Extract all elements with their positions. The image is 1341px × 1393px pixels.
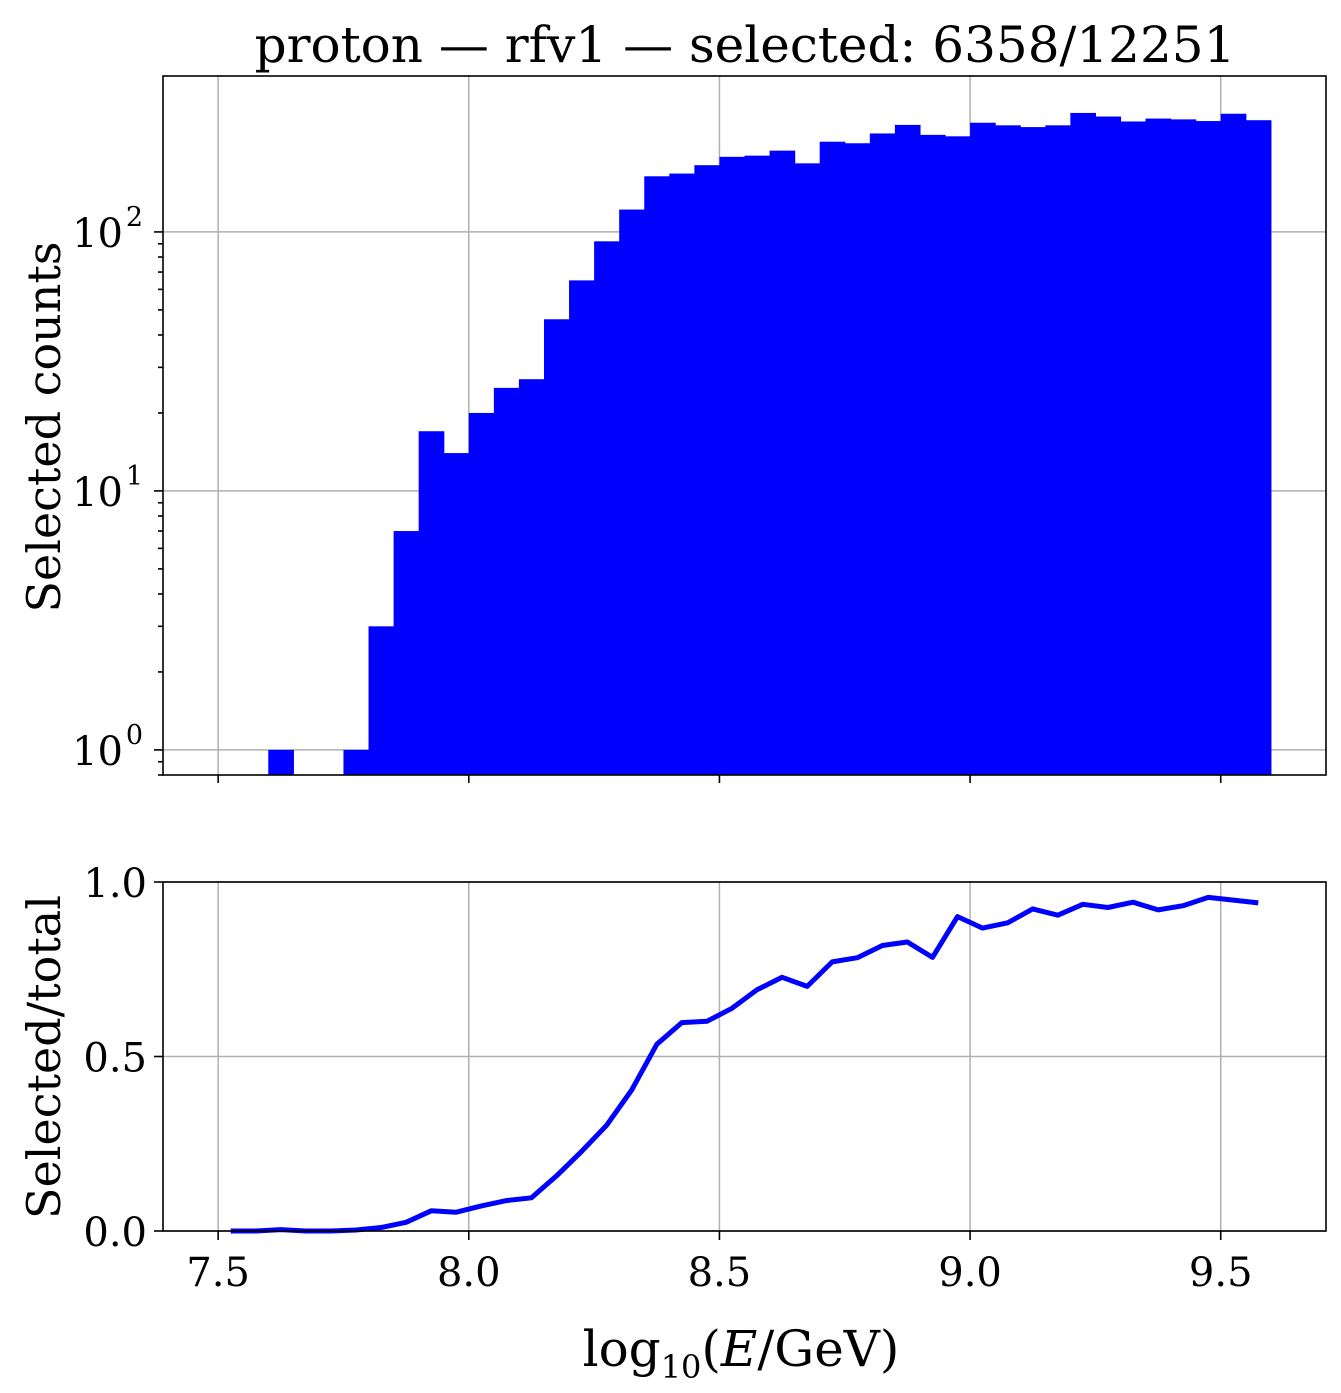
histogram-bar: [619, 209, 645, 775]
bottom-y-axis-label: Selected/total: [17, 895, 71, 1219]
histogram-bar: [1020, 127, 1046, 776]
histogram-bar: [1245, 120, 1272, 775]
histogram-bar: [669, 173, 695, 775]
histogram-bar: [644, 176, 670, 776]
x-axis-label-sub: 10: [661, 1348, 702, 1386]
histogram-bar: [769, 150, 796, 776]
histogram-bar: [569, 280, 595, 775]
histogram-bar: [1070, 112, 1097, 776]
histogram-bar: [443, 453, 470, 775]
histogram-bar: [343, 749, 370, 775]
histogram-bar: [970, 122, 996, 775]
histogram-bar: [844, 143, 871, 776]
histogram-bar: [945, 136, 971, 775]
histogram-bar: [995, 125, 1021, 776]
x-axis-label-paren-open: (: [701, 1320, 721, 1378]
bottom-x-tick-label: 7.5: [186, 1250, 250, 1296]
chart-title: proton — rfv1 — selected: 6358/12251: [255, 16, 1236, 74]
histogram-bar: [1145, 118, 1172, 775]
histogram-bar: [694, 165, 721, 775]
histogram-bar: [869, 133, 896, 775]
top-y-axis-label: Selected counts: [17, 241, 71, 612]
histogram-bars: [268, 112, 1272, 776]
bottom-y-tick-label: 1.0: [83, 861, 147, 907]
histogram-bar: [518, 379, 545, 775]
histogram-bar: [268, 749, 294, 775]
bottom-gridlines: [163, 881, 1326, 1232]
top-y-tick-label-exp: 1: [126, 461, 143, 492]
histogram-bar: [543, 319, 570, 775]
histogram-bar: [1120, 121, 1147, 775]
bottom-x-tick-label: 8.5: [688, 1250, 752, 1296]
x-axis-label-var: E: [720, 1320, 758, 1378]
bottom-x-tick-label: 8.0: [437, 1250, 501, 1296]
top-y-tick-label-exp: 2: [126, 202, 143, 233]
histogram-bar: [819, 141, 846, 775]
bottom-x-tick-label: 9.0: [938, 1250, 1002, 1296]
top-axes-frame: [162, 75, 1327, 776]
histogram-bar: [1045, 125, 1071, 776]
histogram-bar: [368, 626, 395, 775]
histogram-bar: [418, 431, 445, 775]
histogram-bar: [894, 124, 921, 775]
x-axis-label: log10(E/GeV): [583, 1320, 900, 1386]
histogram-bar: [794, 163, 821, 776]
bottom-x-tick-label: 9.5: [1189, 1250, 1253, 1296]
histogram-bar: [393, 531, 420, 775]
histogram-bar: [493, 387, 520, 775]
histogram-bar: [1095, 116, 1122, 775]
histogram-bar: [594, 241, 620, 775]
ratio-line: [230, 894, 1259, 1234]
histogram-bar: [719, 156, 746, 775]
bottom-axis-ticks: 7.5 8.0 8.5 9.0 9.5 0.0 0.5 1.0: [83, 861, 1252, 1296]
bottom-y-tick-label: 0.0: [83, 1210, 147, 1256]
histogram-bar: [1195, 121, 1222, 775]
x-axis-label-unit: /GeV): [757, 1320, 899, 1378]
top-y-tick-label-exp: 0: [126, 720, 143, 751]
histogram-bar: [468, 412, 495, 775]
top-y-tick-label: 10: [72, 211, 123, 257]
histogram-bar: [1220, 113, 1247, 776]
histogram-bar: [1170, 119, 1197, 776]
histogram-bar: [744, 155, 771, 776]
top-y-tick-label: 10: [72, 729, 123, 775]
x-axis-label-log: log: [583, 1320, 661, 1378]
histogram-bar: [919, 134, 946, 775]
bottom-y-tick-label: 0.5: [83, 1036, 147, 1082]
top-y-tick-label: 10: [72, 470, 123, 516]
